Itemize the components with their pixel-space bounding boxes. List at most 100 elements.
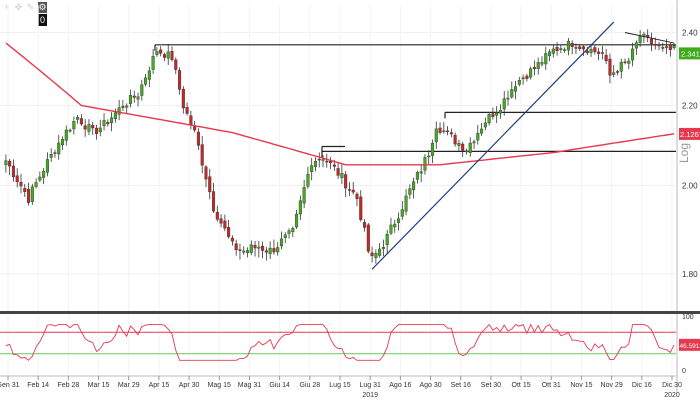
candle-up (495, 112, 499, 116)
candle-up (313, 160, 317, 168)
pointer-icon[interactable]: + (3, 2, 10, 12)
candle-up (68, 129, 72, 132)
candle-up (566, 40, 570, 51)
candle-down (555, 47, 559, 52)
candle-up (404, 195, 408, 212)
candle-down (204, 166, 208, 180)
candle-up (517, 79, 521, 85)
candle-up (487, 114, 491, 124)
time-tick-label: Feb 14 (27, 382, 49, 389)
crosshair-icon[interactable]: ✜ (14, 2, 23, 12)
resistance-trendline (624, 32, 675, 44)
year-label: 2019 (362, 392, 378, 399)
candle-up (544, 53, 548, 65)
time-tick-label: Nov 15 (570, 382, 592, 389)
candle-up (113, 112, 117, 120)
candle-up (64, 129, 68, 141)
candle-down (19, 181, 23, 187)
candle-down (449, 132, 453, 135)
candle-up (155, 51, 159, 55)
candle-up (302, 187, 306, 204)
candle-up (612, 72, 616, 75)
time-tick-label: Feb 28 (57, 382, 79, 389)
candle-down (344, 174, 348, 189)
candle-up (49, 154, 53, 158)
candle-up (125, 105, 129, 108)
candle-up (242, 250, 246, 253)
candle-up (34, 182, 38, 187)
candle-down (223, 220, 227, 229)
candle-down (366, 224, 370, 252)
candle-down (170, 51, 174, 60)
candle-up (38, 176, 42, 181)
candle-up (151, 56, 155, 70)
candle-up (102, 120, 106, 127)
candle-up (408, 188, 412, 195)
candle-down (185, 107, 189, 114)
candle-up (389, 224, 393, 234)
candle-up (306, 173, 310, 187)
candle-down (370, 252, 374, 256)
ascending-trendline (371, 21, 615, 270)
candle-down (329, 161, 333, 164)
candle-down (219, 218, 223, 224)
panel-separator (0, 311, 700, 314)
candle-down (11, 165, 15, 178)
candle-down (604, 54, 608, 62)
oscillator-line (5, 323, 675, 361)
settings-icon[interactable]: ⚙ (38, 2, 47, 13)
candle-down (438, 127, 442, 133)
candle-down (491, 113, 495, 117)
candle-down (193, 126, 197, 131)
candle-down (264, 250, 268, 253)
log-scale-label: Log (677, 143, 691, 163)
time-tick-label: Mar 15 (88, 382, 110, 389)
candle-up (298, 200, 302, 215)
candle-down (196, 131, 200, 146)
candle-up (631, 48, 635, 61)
candle-up (559, 48, 563, 50)
candle-up (619, 61, 623, 72)
candle-down (200, 144, 204, 166)
moving-average-line (5, 42, 675, 166)
candle-down (355, 193, 359, 199)
candle-down (94, 127, 99, 134)
candle-down (253, 245, 257, 249)
candle-down (208, 176, 212, 193)
price-tick-label: 2.20 (682, 102, 698, 111)
time-tick-label: Ago 30 (419, 382, 441, 389)
candle-up (381, 246, 385, 249)
time-tick-label: Lug 31 (359, 382, 381, 389)
candle-down (325, 160, 329, 163)
candle-up (514, 86, 518, 92)
candle-down (332, 164, 336, 167)
candle-down (446, 130, 450, 133)
candle-up (30, 186, 34, 202)
price-tick-label: 2.00 (682, 181, 698, 190)
price-tick-label: 2.40 (682, 29, 698, 38)
candle-down (230, 237, 234, 242)
candle-up (476, 133, 480, 141)
time-tick-label: Mar 29 (118, 382, 140, 389)
candle-down (215, 211, 219, 220)
time-tick-label: Giu 14 (269, 382, 290, 389)
candle-up (144, 77, 148, 85)
candle-up (257, 246, 261, 249)
candle-up (378, 248, 382, 256)
candle-up (42, 170, 46, 178)
candle-up (638, 36, 642, 43)
candle-up (136, 96, 140, 100)
candle-up (442, 130, 446, 132)
candle-up (434, 128, 438, 143)
candle-up (310, 165, 314, 172)
candle-down (653, 44, 657, 46)
candle-up (412, 181, 416, 191)
horizontal-levels (154, 44, 676, 158)
candle-down (189, 115, 193, 125)
candle-down (234, 243, 238, 251)
candle-up (385, 233, 389, 245)
candle-down (159, 49, 163, 54)
candle-up (396, 218, 401, 223)
pencil-icon[interactable]: ✎ (26, 2, 35, 12)
